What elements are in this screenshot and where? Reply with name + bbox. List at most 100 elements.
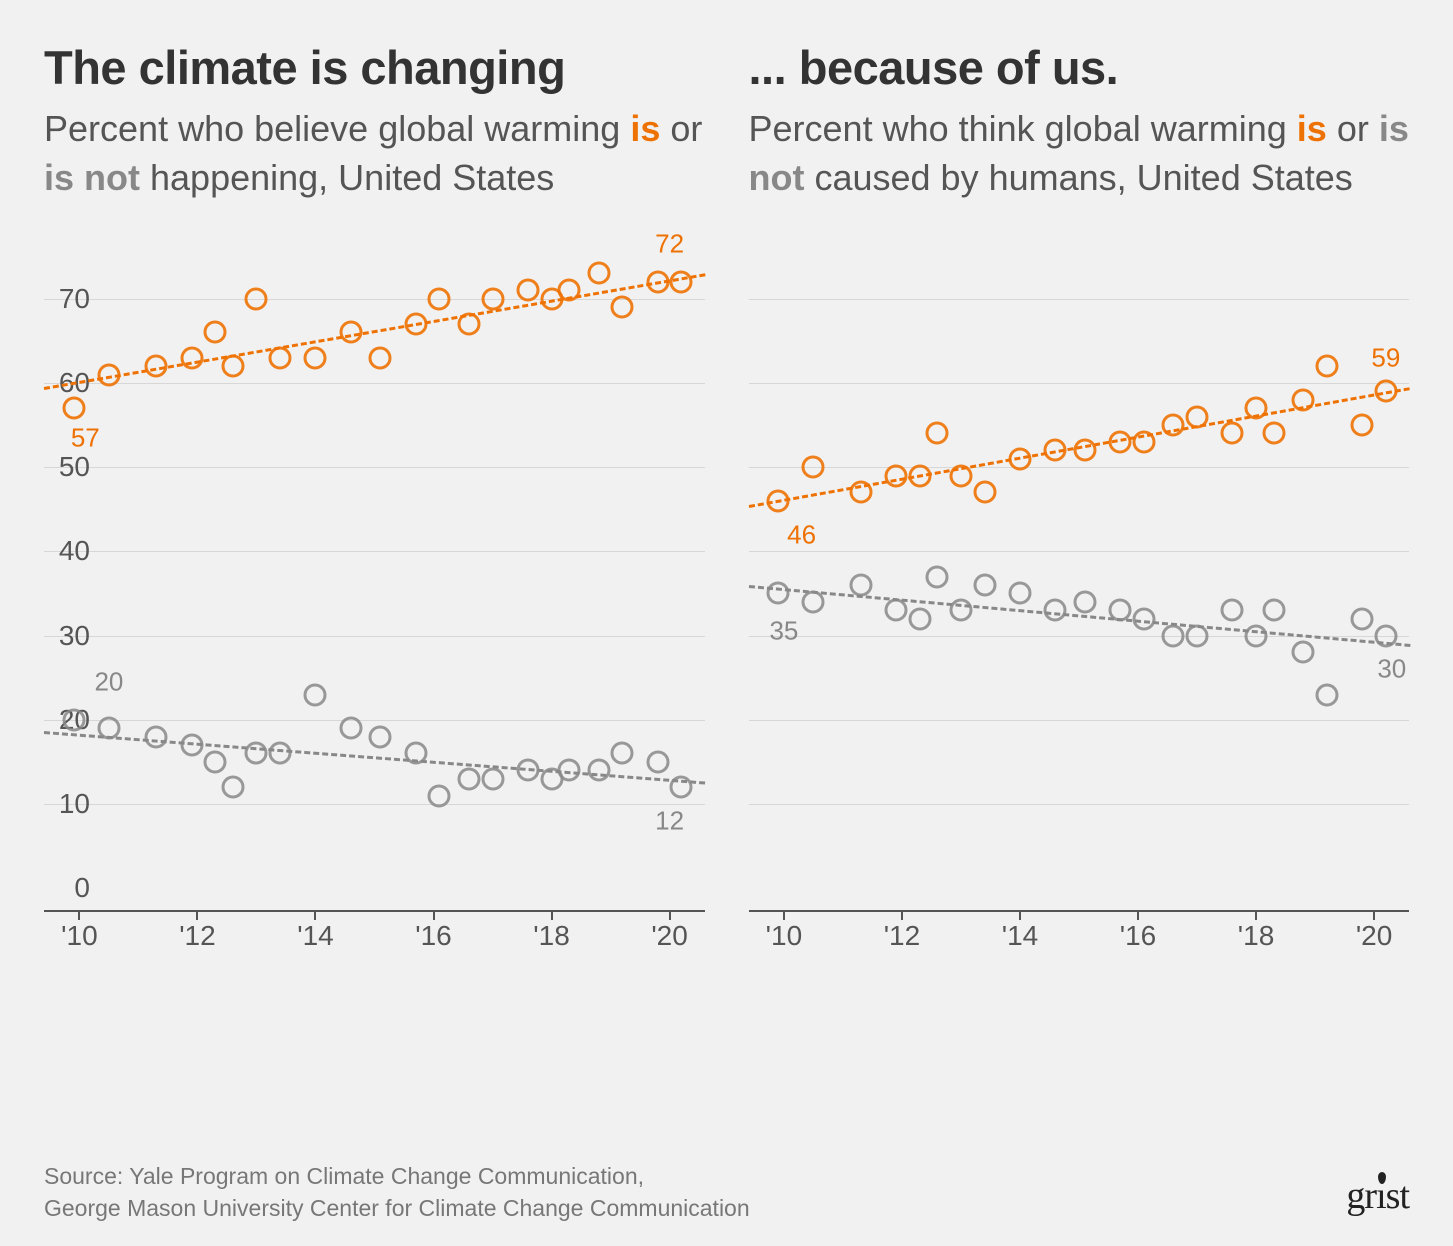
data-point-is: [1008, 447, 1031, 470]
data-point-is_not: [926, 565, 949, 588]
gridline: [749, 467, 1410, 468]
x-tick-mark: [1137, 910, 1139, 920]
source-footer: Source: Yale Program on Climate Change C…: [44, 1160, 750, 1224]
panel-right-title: ... because of us.: [749, 40, 1410, 95]
data-point-is_not: [180, 734, 203, 757]
x-tick-label: '10: [61, 920, 98, 952]
data-point-is: [885, 464, 908, 487]
data-point-is_not: [457, 767, 480, 790]
data-point-is: [670, 270, 693, 293]
x-tick-mark: [669, 910, 671, 920]
data-point-is: [245, 287, 268, 310]
data-point-is: [1374, 380, 1397, 403]
data-point-is: [428, 287, 451, 310]
x-tick-mark: [551, 910, 553, 920]
x-tick-label: '18: [1238, 920, 1275, 952]
data-point-is_not: [1351, 607, 1374, 630]
x-axis-line: [44, 910, 705, 912]
data-point-is_not: [767, 582, 790, 605]
data-point-is_not: [849, 574, 872, 597]
data-label-is: 59: [1371, 342, 1400, 373]
data-point-is: [1109, 430, 1132, 453]
data-label-is: 57: [71, 422, 100, 453]
gridline: [44, 804, 705, 805]
data-point-is: [457, 312, 480, 335]
charts-row: 102030405060700'10'12'14'16'18'205772201…: [44, 248, 1409, 966]
y-tick-label: 50: [44, 451, 100, 483]
data-point-is_not: [1374, 624, 1397, 647]
x-tick-label: '10: [766, 920, 803, 952]
data-point-is: [611, 296, 634, 319]
data-point-is_not: [1109, 599, 1132, 622]
data-point-is_not: [558, 759, 581, 782]
data-point-is: [1073, 439, 1096, 462]
data-label-is: 46: [787, 519, 816, 550]
data-point-is_not: [97, 717, 120, 740]
gridline: [749, 383, 1410, 384]
data-point-is_not: [802, 590, 825, 613]
data-point-is_not: [62, 708, 85, 731]
x-tick-label: '12: [884, 920, 921, 952]
x-tick-label: '20: [1356, 920, 1393, 952]
x-tick-label: '16: [415, 920, 452, 952]
x-axis-line: [749, 910, 1410, 912]
data-point-is: [646, 270, 669, 293]
grist-logo: grıst: [1346, 1174, 1409, 1218]
x-tick-mark: [433, 910, 435, 920]
x-tick-mark: [1255, 910, 1257, 920]
data-point-is: [558, 279, 581, 302]
data-point-is_not: [973, 574, 996, 597]
data-point-is: [304, 346, 327, 369]
data-point-is: [908, 464, 931, 487]
data-point-is: [204, 321, 227, 344]
gridline: [44, 636, 705, 637]
data-point-is_not: [1221, 599, 1244, 622]
x-tick-label: '12: [179, 920, 216, 952]
data-point-is: [516, 279, 539, 302]
data-point-is_not: [404, 742, 427, 765]
data-point-is_not: [204, 750, 227, 773]
data-point-is_not: [1186, 624, 1209, 647]
gridline: [749, 720, 1410, 721]
y-tick-label: 30: [44, 620, 100, 652]
x-tick-mark: [1019, 910, 1021, 920]
data-point-is: [1245, 397, 1268, 420]
gridline: [44, 383, 705, 384]
panel-right-subtitle: Percent who think global warming is or i…: [749, 105, 1410, 202]
data-point-is_not: [646, 750, 669, 773]
data-point-is_not: [1073, 590, 1096, 613]
data-label-is_not: 12: [655, 805, 684, 836]
panel-left-title: The climate is changing: [44, 40, 705, 95]
data-point-is_not: [1245, 624, 1268, 647]
data-point-is_not: [611, 742, 634, 765]
y-tick-label: 40: [44, 535, 100, 567]
data-point-is_not: [908, 607, 931, 630]
x-tick-mark: [1373, 910, 1375, 920]
y-tick-label: 0: [44, 872, 100, 904]
data-point-is_not: [587, 759, 610, 782]
data-point-is: [145, 355, 168, 378]
gridline: [44, 467, 705, 468]
data-point-is: [269, 346, 292, 369]
gridline: [749, 804, 1410, 805]
data-point-is_not: [145, 725, 168, 748]
data-point-is: [1186, 405, 1209, 428]
x-tick-label: '14: [1002, 920, 1039, 952]
gridline: [749, 299, 1410, 300]
y-tick-label: 10: [44, 788, 100, 820]
data-point-is_not: [269, 742, 292, 765]
gridline: [749, 551, 1410, 552]
data-point-is: [62, 397, 85, 420]
data-point-is: [949, 464, 972, 487]
panel-right-chart: '10'12'14'16'18'2046593530: [749, 248, 1410, 966]
data-point-is_not: [1132, 607, 1155, 630]
data-point-is: [481, 287, 504, 310]
data-point-is: [1351, 414, 1374, 437]
data-point-is: [1315, 355, 1338, 378]
x-tick-label: '18: [533, 920, 570, 952]
data-point-is_not: [516, 759, 539, 782]
data-point-is: [180, 346, 203, 369]
x-tick-label: '16: [1120, 920, 1157, 952]
x-tick-mark: [78, 910, 80, 920]
chart-headers: The climate is changing Percent who beli…: [44, 40, 1409, 202]
